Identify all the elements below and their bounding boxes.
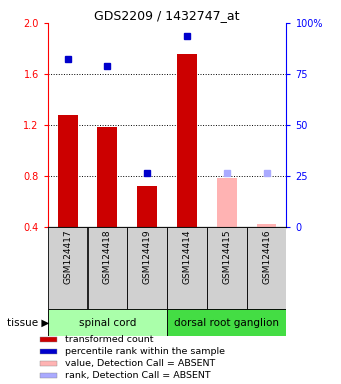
Title: GDS2209 / 1432747_at: GDS2209 / 1432747_at [94,9,240,22]
Bar [256,224,277,227]
Text: percentile rank within the sample: percentile rank within the sample [65,348,225,356]
Bar [40,349,57,354]
Text: tissue ▶: tissue ▶ [7,318,49,328]
Bar [207,227,247,309]
Bar [247,227,286,309]
Bar [40,338,57,342]
Text: GSM124417: GSM124417 [63,229,72,284]
Text: value, Detection Call = ABSENT: value, Detection Call = ABSENT [65,359,215,368]
Bar [48,227,87,309]
Text: GSM124419: GSM124419 [143,229,152,284]
Text: GSM124418: GSM124418 [103,229,112,284]
Text: dorsal root ganglion: dorsal root ganglion [174,318,279,328]
Bar [137,186,157,227]
Bar [177,54,197,227]
Bar [40,361,57,366]
Text: rank, Detection Call = ABSENT: rank, Detection Call = ABSENT [65,371,210,380]
Bar [167,227,207,309]
Text: GSM124415: GSM124415 [222,229,231,284]
Bar [40,373,57,378]
Text: transformed count: transformed count [65,335,153,344]
Bar [88,227,127,309]
Bar [217,178,237,227]
Bar [128,227,167,309]
Text: GSM124414: GSM124414 [182,229,192,283]
Text: GSM124416: GSM124416 [262,229,271,284]
Bar [48,309,167,336]
Text: spinal cord: spinal cord [79,318,136,328]
Bar [167,309,286,336]
Bar [98,127,117,227]
Bar [58,115,77,227]
